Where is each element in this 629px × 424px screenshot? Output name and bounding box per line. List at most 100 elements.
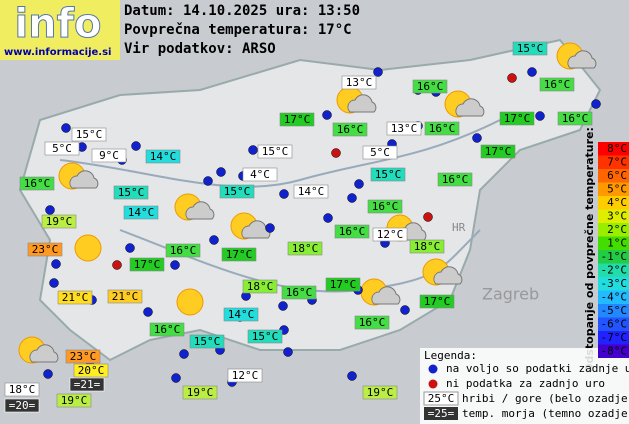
cloud-icon xyxy=(69,170,99,189)
station-label: =20= xyxy=(9,399,36,412)
legend-text: ni podatka za zadnjo uro xyxy=(446,377,605,390)
station-label-bg xyxy=(123,205,159,220)
station-label: 12°C xyxy=(377,228,404,241)
station-dot xyxy=(591,99,601,109)
station-dot xyxy=(265,223,275,233)
station-label: 16°C xyxy=(359,316,386,329)
station-label-bg xyxy=(279,112,315,127)
station-label-bg xyxy=(354,315,390,330)
station-label-bg xyxy=(499,111,535,126)
scale-step xyxy=(598,169,629,183)
station-label: 13°C xyxy=(391,122,418,135)
station-dot xyxy=(472,133,482,143)
station-dot xyxy=(347,193,357,203)
station-label: 23°C xyxy=(32,243,59,256)
station-label: 16°C xyxy=(24,177,51,190)
station-label: 17°C xyxy=(485,145,512,158)
station-label-bg xyxy=(165,243,201,258)
url: www.informacije.si xyxy=(4,47,112,58)
station-label-bg xyxy=(334,224,370,239)
station-dot xyxy=(283,347,293,357)
station-label: 14°C xyxy=(150,150,177,163)
scale-label: 5°C xyxy=(607,182,627,195)
station-label-bg xyxy=(4,398,40,413)
source-line: Vir podatkov: ARSO xyxy=(124,41,276,57)
station-dot xyxy=(43,369,53,379)
station-dot xyxy=(278,301,288,311)
scale-label: -1°C xyxy=(601,250,628,263)
station-label: 16°C xyxy=(286,286,313,299)
station-label: 17°C xyxy=(226,248,253,261)
station-label: 15°C xyxy=(194,335,221,348)
legend-sample-text: =25= xyxy=(428,407,455,420)
station-label-bg xyxy=(325,277,361,292)
station-label-bg xyxy=(242,279,278,294)
station-label-bg xyxy=(257,144,293,159)
station-label-bg xyxy=(44,141,80,156)
scale-label: 6°C xyxy=(607,169,627,182)
station-label: 14°C xyxy=(228,308,255,321)
station-label: 17°C xyxy=(134,258,161,271)
station-dot xyxy=(51,259,61,269)
station-label: 9°C xyxy=(99,149,119,162)
station-label-bg xyxy=(223,307,259,322)
station-dot-missing xyxy=(331,148,341,158)
scale-label: -4°C xyxy=(601,290,628,303)
station-label-bg xyxy=(424,121,460,136)
station-dot xyxy=(323,213,333,223)
station-label: 19°C xyxy=(61,394,88,407)
station-label-bg xyxy=(107,289,143,304)
station-label: 15°C xyxy=(375,168,402,181)
scale-step xyxy=(598,155,629,169)
station-label: 4°C xyxy=(250,168,270,181)
scale-step xyxy=(598,344,629,358)
station-dot xyxy=(170,260,180,270)
scale-label: 7°C xyxy=(607,155,627,168)
station-label: 17°C xyxy=(284,113,311,126)
scale-label: -2°C xyxy=(601,263,628,276)
station-label: 14°C xyxy=(128,206,155,219)
legend-text: na voljo so podatki zadnje ure xyxy=(446,362,629,375)
scale-label: 1°C xyxy=(607,236,627,249)
station-label: 16°C xyxy=(417,80,444,93)
cloud-icon xyxy=(567,50,597,69)
station-dot xyxy=(248,145,258,155)
scale-step xyxy=(598,250,629,264)
station-label-bg xyxy=(372,227,408,242)
avg-line: Povprečna temperatura: 17°C xyxy=(124,22,352,38)
station-label-bg xyxy=(409,239,445,254)
cloud-icon xyxy=(347,94,377,113)
station-dot xyxy=(279,189,289,199)
station-label: 5°C xyxy=(52,142,72,155)
scale-label: -6°C xyxy=(601,317,628,330)
station-label: 19°C xyxy=(367,386,394,399)
station-label: 12°C xyxy=(232,369,259,382)
station-dot xyxy=(535,111,545,121)
station-label-bg xyxy=(386,121,422,136)
sun-icon xyxy=(74,234,102,262)
station-label-bg xyxy=(480,144,516,159)
scale-label: -8°C xyxy=(601,344,628,357)
station-label: 18°C xyxy=(247,280,274,293)
station-label: 21°C xyxy=(112,290,139,303)
station-dot xyxy=(347,371,357,381)
station-label: 16°C xyxy=(154,323,181,336)
station-label-bg xyxy=(27,242,63,257)
station-label-bg xyxy=(129,257,165,272)
station-label-bg xyxy=(56,393,92,408)
station-label-bg xyxy=(69,377,105,392)
scale-step xyxy=(598,277,629,291)
station-label-bg xyxy=(367,199,403,214)
station-label-bg xyxy=(219,184,255,199)
cloud-icon xyxy=(185,201,215,220)
station-label-bg xyxy=(91,148,127,163)
station-dot xyxy=(125,243,135,253)
station-label-bg xyxy=(4,382,40,397)
scale-label: 3°C xyxy=(607,209,627,222)
scale-label: 2°C xyxy=(607,223,627,236)
station-dot xyxy=(131,141,141,151)
logo-bg xyxy=(0,0,120,60)
cloud-icon xyxy=(433,266,463,285)
legend-text: temp. morja (temno ozadje) xyxy=(462,407,629,420)
